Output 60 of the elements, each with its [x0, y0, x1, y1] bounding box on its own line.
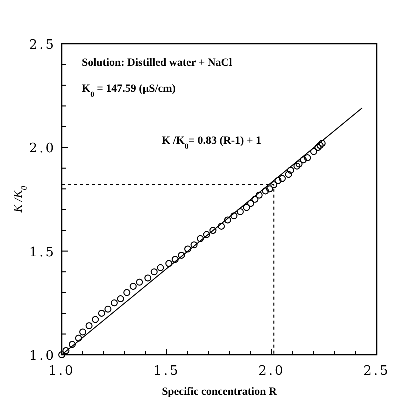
point: [266, 186, 274, 193]
point: [130, 283, 137, 290]
point: [270, 181, 278, 188]
point: [203, 231, 210, 238]
point: [104, 306, 112, 313]
point: [86, 322, 93, 330]
point: [178, 252, 186, 259]
point: [300, 156, 307, 164]
annotation: K$_{0}$ = 147.59 (μS/cm): [82, 83, 176, 98]
point: [210, 227, 217, 234]
point: [279, 175, 286, 182]
point: [287, 166, 294, 174]
point: [296, 160, 303, 168]
y-tick-label: 1.5: [29, 245, 56, 260]
point: [157, 264, 164, 272]
point: [111, 300, 118, 307]
point: [75, 334, 82, 342]
point: [62, 347, 70, 354]
point: [274, 177, 282, 184]
point: [92, 316, 100, 324]
point: [224, 216, 232, 224]
point: [144, 274, 152, 282]
x-axis-title: Specific concentration R: [162, 386, 278, 398]
point: [304, 154, 312, 162]
point: [310, 148, 318, 156]
point: [248, 200, 254, 208]
point: [117, 296, 124, 303]
point: [69, 341, 76, 348]
point: [243, 204, 250, 212]
point: [190, 242, 198, 249]
point: [184, 246, 192, 253]
point: [166, 260, 173, 268]
x-tick-label: 1.0: [48, 364, 76, 379]
point: [150, 268, 158, 276]
point: [98, 310, 106, 318]
point: [256, 192, 263, 199]
x-tick-label: 2.0: [258, 364, 286, 379]
point: [230, 212, 238, 220]
point: [58, 352, 66, 358]
point: [80, 328, 86, 336]
point: [197, 235, 204, 242]
point: [294, 162, 301, 170]
y-tick-label: 2.0: [29, 142, 56, 157]
x-tick-label: 1.5: [154, 364, 180, 379]
point: [318, 140, 326, 148]
point: [316, 142, 324, 150]
annotation: Solution: Distilled water + NaCl: [82, 57, 232, 69]
point: [262, 188, 270, 195]
x-tick-label: 2.5: [364, 364, 390, 379]
point: [314, 144, 322, 152]
point: [252, 196, 259, 203]
point: [237, 208, 244, 216]
annotation: K /K$_{0}$= 0.83 (R-1) + 1: [162, 135, 262, 150]
point: [218, 222, 226, 230]
y-tick-label: 2.5: [29, 38, 56, 53]
point: [285, 171, 292, 178]
point: [124, 289, 131, 296]
y-tick-label: 1.0: [29, 349, 56, 364]
point: [172, 256, 179, 264]
point: [136, 278, 144, 286]
